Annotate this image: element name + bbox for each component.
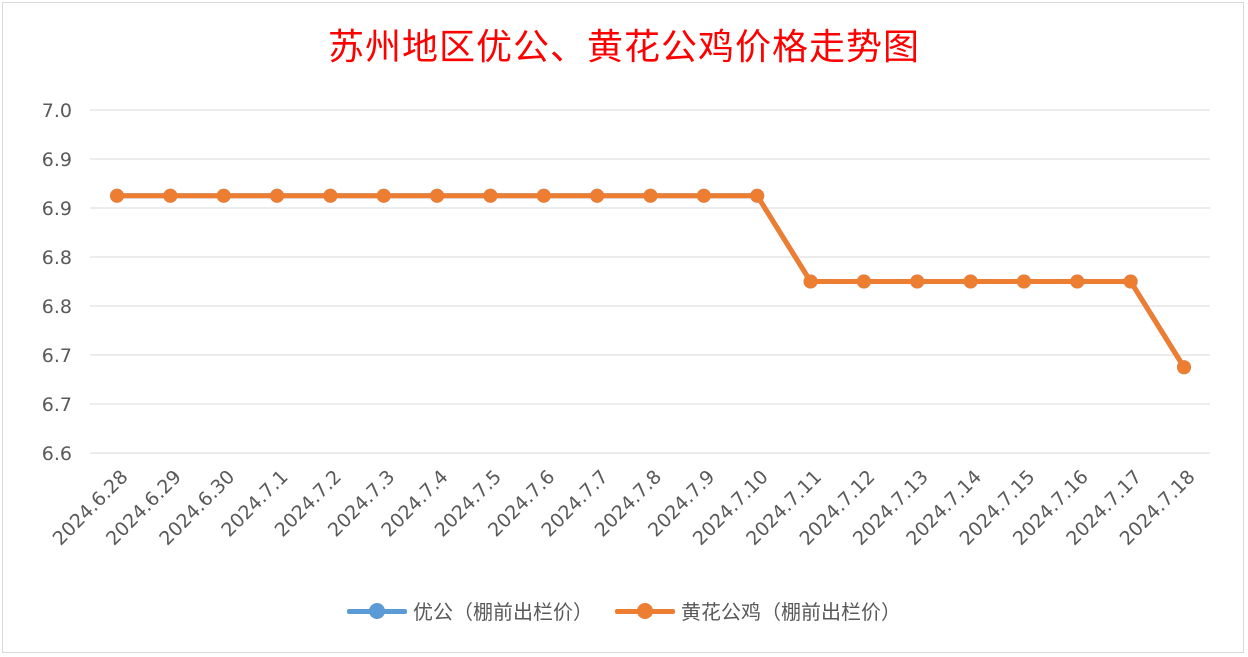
legend-item-series-1[interactable]: 优公（棚前出栏价） (347, 596, 593, 625)
data-point (323, 188, 338, 203)
data-point (910, 274, 925, 289)
y-tick-label: 6.9 (42, 198, 72, 220)
data-point (430, 188, 445, 203)
y-tick-label: 6.8 (42, 247, 72, 269)
data-point (1070, 274, 1085, 289)
y-tick-label: 6.9 (42, 149, 72, 171)
legend-marker-series-1 (369, 602, 385, 619)
y-tick-label: 6.6 (42, 443, 72, 465)
data-point (536, 188, 551, 203)
data-point (270, 188, 285, 203)
data-point (803, 274, 818, 289)
gridlines (90, 109, 1210, 454)
legend-swatch-series-2 (615, 601, 675, 621)
y-tick-label: 6.7 (42, 394, 72, 416)
y-tick-label: 6.7 (42, 345, 72, 367)
data-point (376, 188, 391, 203)
data-point (696, 188, 711, 203)
y-axis-tick-labels: 7.0 6.9 6.9 6.8 6.8 6.7 6.7 6.6 (42, 100, 72, 465)
legend: 优公（棚前出栏价） 黄花公鸡（棚前出栏价） (0, 596, 1248, 625)
legend-item-series-2[interactable]: 黄花公鸡（棚前出栏价） (615, 596, 901, 625)
data-point (590, 188, 605, 203)
chart-title: 苏州地区优公、黄花公鸡价格走势图 (327, 27, 920, 68)
data-point (163, 188, 178, 203)
series-layer (110, 188, 1191, 375)
data-point (110, 188, 124, 203)
x-axis-tick-labels: 2024.6.282024.6.292024.6.302024.7.12024.… (49, 466, 1200, 550)
data-point (1177, 360, 1191, 375)
y-tick-label: 6.8 (42, 296, 72, 318)
legend-label-series-1: 优公（棚前出栏价） (413, 600, 593, 624)
data-point (963, 274, 978, 289)
y-tick-label: 7.0 (42, 100, 72, 122)
data-point (1016, 274, 1031, 289)
data-point (856, 274, 871, 289)
legend-swatch-series-1 (347, 601, 407, 621)
data-point (643, 188, 658, 203)
legend-label-series-2: 黄花公鸡（棚前出栏价） (681, 600, 901, 624)
data-point (750, 188, 765, 203)
data-point (216, 188, 231, 203)
data-point (1123, 274, 1138, 289)
data-point (483, 188, 498, 203)
legend-marker-series-2 (637, 602, 653, 619)
